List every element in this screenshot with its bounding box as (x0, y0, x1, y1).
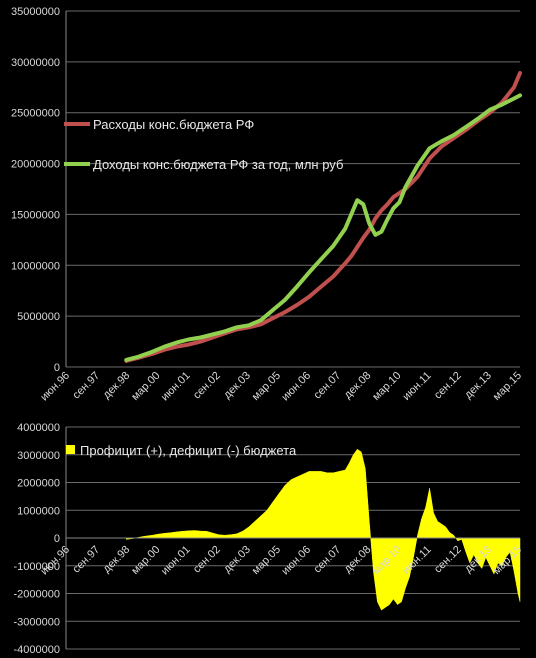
y-tick-label: -3000000 (14, 616, 61, 628)
y-tick-label: 30000000 (11, 57, 60, 69)
series-area-balance (126, 448, 521, 611)
y-tick-label: 35000000 (11, 6, 60, 18)
y-tick-label: 3000000 (17, 450, 60, 462)
legend-label-expenses: Расходы конс.бюджета РФ (93, 117, 254, 132)
bottom-legend: Профицит (+), дефицит (-) бюджета (66, 443, 297, 458)
top-gridlines (65, 10, 520, 368)
legend-label-revenues: Доходы конс.бюджета РФ за год, млн руб (93, 157, 343, 172)
y-tick-label: 0 (54, 533, 60, 545)
y-tick-label: 4000000 (17, 422, 60, 434)
legend-swatch-balance (66, 445, 75, 454)
y-tick-label: 2000000 (17, 478, 60, 490)
series-line-expenses (124, 71, 522, 363)
y-tick-label: 0 (54, 362, 60, 374)
bottom-series-area (66, 448, 521, 611)
y-tick-label: 15000000 (11, 209, 60, 221)
y-tick-label: 20000000 (11, 159, 60, 171)
y-tick-label: -1000000 (14, 561, 61, 573)
y-tick-label: 10000000 (11, 260, 60, 272)
top-y-tick-labels: 0 5000000 10000000 15000000 20000000 25000000… (11, 6, 60, 374)
bottom-y-tick-labels: -4000000 -3000000 -2000000 -1000000 0 1000000… (14, 422, 61, 656)
series-line-revenues (124, 93, 522, 362)
top-series-lines (124, 71, 522, 363)
y-tick-label: 25000000 (11, 108, 60, 120)
y-tick-label: -4000000 (14, 644, 61, 656)
y-tick-label: 5000000 (17, 311, 60, 323)
top-legend: Расходы конс.бюджета РФ Доходы конс.бюдж… (64, 117, 343, 172)
y-tick-label: -2000000 (14, 589, 61, 601)
legend-label-balance: Профицит (+), дефицит (-) бюджета (80, 443, 297, 458)
y-tick-label: 1000000 (17, 505, 60, 517)
